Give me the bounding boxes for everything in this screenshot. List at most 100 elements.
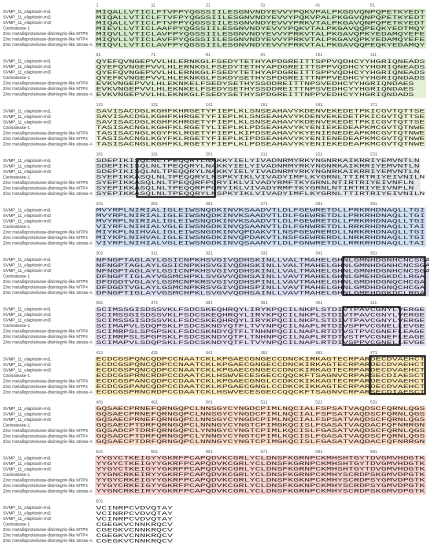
sequence-label: Zinc metalloproteinase-disintegrin-like … <box>3 489 93 494</box>
sequence: NFNGPTAGLAYLGSICNPKHSVGIVQDHSKINLLVALTMA… <box>96 263 429 269</box>
position-number: 301 <box>96 251 104 256</box>
position-number: 391 <box>261 300 269 305</box>
sequence-label: Zinc metalloproteinase-disintegrin-like … <box>3 235 88 240</box>
position-number: 511 <box>261 399 268 404</box>
sequence: SAVISACDGLKGHFKHRGETYFIEPLKLSNSEAHAVYKDE… <box>96 109 425 115</box>
sequence-label: Zinc metalloproteinase-disintegrin-like … <box>3 31 88 36</box>
block-shade <box>95 108 426 148</box>
sequence: VCINRPCVDVQTAY <box>96 511 173 517</box>
sequence: SDEPIKISQLNLTPEQQRYLNAKKYIELYIVADNRMYRKY… <box>96 158 420 164</box>
sequence: CGEGKVCNNKRQCV <box>96 522 173 528</box>
motif-box <box>136 158 216 198</box>
sequence-label: Zinc metalloproteinase-disintegrin-like … <box>3 340 93 345</box>
sequence: SDEPIKISQLNLTPEQQRYLNAKKYIELYIVADNRMYRKY… <box>96 169 420 175</box>
sequence: QYEFQVNGEPVVLHLERNKGLFSEDYTETHYAPDGREITT… <box>96 64 425 70</box>
sequence: SAVISACDGLKGHFKHRGETYFIEPLKLSNSEAHAVYKDE… <box>96 114 425 120</box>
sequence: SCIMSSGISDSSVKLFSDCSKEQHRQYLIRYKPQCILNKP… <box>96 318 425 324</box>
sequence: MIQALLVTICLFTVFPYQGSSIILESGNVNDYEVVYPQKV… <box>96 9 425 15</box>
sequence-label: SVMP_11_elapitoxin-mi2 <box>3 263 52 268</box>
block-shade <box>95 9 426 49</box>
position-number: 261 <box>206 201 214 206</box>
position-number: 401 <box>315 300 323 305</box>
position-number: 571 <box>261 449 269 454</box>
block-shade <box>95 356 426 396</box>
sequence: CGEGKVCNNKRQCV <box>96 533 173 539</box>
position-number: 161 <box>315 102 323 107</box>
sequence-label: SVMP_11_elapitoxin-mi1 <box>3 307 52 312</box>
sequence: SYEPIKKASQLNLTPEQQRFPQRYIKLVIVADYRMFTKYG… <box>96 180 414 186</box>
position-number: 471 <box>370 350 378 355</box>
sequence-label: SVMP_11_elapitoxin-mi2 <box>3 362 52 367</box>
sequence: YYGYCTKEIGYYGKRFPCAPQDVKCGRLYCLDNSFKGRNP… <box>96 461 425 467</box>
sequence-label: Carinatease-1 <box>3 522 31 527</box>
sequence-label: Zinc metalloproteinase-disintegrin-like … <box>3 285 88 290</box>
sequence: ECDCGSPQNCQDPCCNAATCKLKPGAECGNGECCDNCKIR… <box>96 368 425 374</box>
block-shade <box>95 405 426 446</box>
sequence-label: Carinatease-1 <box>3 125 31 130</box>
sequence-label: SVMP_11_elapitoxin-mi2 <box>3 461 52 466</box>
sequence-label: SVMP_11_elapitoxin-mi2 <box>3 511 52 516</box>
sequence-label: SVMP_11_elapitoxin-mi3 <box>3 169 52 174</box>
position-number: 581 <box>315 449 323 454</box>
sequence-label: Zinc metalloproteinase-disintegrin-like … <box>3 384 88 389</box>
position-number: 601 <box>96 499 104 504</box>
sequence-label: SVMP_11_elapitoxin-mi3 <box>3 417 52 422</box>
sequence: MIQVLLVTICLAVFPYQGSSIILESGNVNDYEVVYPRKVT… <box>96 42 425 48</box>
sequence: SAVISACDGLKGHFKHRGETYFIEPLKLSNSEAHAVYKDE… <box>96 120 425 126</box>
sequence: EVKVNGEPVVLHLEKNKGLFSEDYSETHYSPDGREITTNP… <box>96 92 414 98</box>
sequence: EVKVNGEPVVLHLEKNKELFSEDYSETHYSSDDREITTNP… <box>96 86 414 92</box>
sequence-label: SVMP_11_elapitoxin-mi1 <box>3 356 52 361</box>
sequence-label: Zinc metalloproteinase-disintegrin-like … <box>3 37 88 42</box>
position-number: 241 <box>96 201 104 206</box>
motif-box <box>342 256 426 296</box>
position-number: 171 <box>370 102 378 107</box>
sequence-label: SVMP_11_elapitoxin-mi2 <box>3 411 52 416</box>
sequence-label: Zinc metalloproteinase-disintegrin-like … <box>3 290 93 295</box>
sequence-label: Zinc metalloproteinase-disintegrin-like … <box>3 141 93 146</box>
position-number: 121 <box>96 102 104 107</box>
backgrounds <box>95 9 429 545</box>
sequence: MIEVLLVTICLAAFPYQGSSIILESGNVNDYEVVYPQKVT… <box>96 26 425 32</box>
sequence-label: Zinc metalloproteinase-disintegrin-like … <box>3 230 88 235</box>
position-number: 1 <box>96 3 99 8</box>
sequence: MVYRPLNIRIALIGLEIWSNQDKINVKSAADVTLDLFGEW… <box>96 208 425 214</box>
position-number: 561 <box>206 449 214 454</box>
sequence: ECDCGSPANCQDPCCDAATCKLKPGAECGNGLCCDKCKIK… <box>96 384 425 390</box>
sequence-label: Zinc metalloproteinase-disintegrin-like … <box>3 136 88 141</box>
position-number: 141 <box>206 102 214 107</box>
block-shade <box>95 157 421 198</box>
block-shade <box>95 306 426 347</box>
position-number: 21 <box>206 3 211 8</box>
sequence-label: SVMP_11_elapitoxin-mi3 <box>3 268 52 273</box>
sequence: DFNGPTIGLAYVGSMCHPKLSVGVVQDHSAINLLVAVTMA… <box>96 290 425 296</box>
position-number: 381 <box>206 300 214 305</box>
position-number: 481 <box>96 399 104 404</box>
sequence-label: Carinatease-1 <box>3 472 31 477</box>
sequence: TASISACNGLKGYFKLRGETYFIEPLKIPDSEAHAVYKYE… <box>96 131 425 137</box>
sequence-label: Zinc metalloproteinase-disintegrin-like … <box>3 42 93 47</box>
sequence: CGEGKVCNNKRQCV <box>96 538 173 544</box>
sequence-label: SVMP_11_elapitoxin-mi1 <box>3 158 52 163</box>
position-number: 91 <box>261 52 266 57</box>
sequence: VIYRFLNIHIALVGLEIWSNGDKINVQSAANVTLDLFGNW… <box>96 224 425 230</box>
sequence: VIYRFLNIHIALVGLEIWSNGDKINVQSAANVTLDLFGNW… <box>96 241 425 247</box>
position-number: 371 <box>151 300 159 305</box>
position-number: 491 <box>151 399 159 404</box>
sequence: GQSAECPTDRFQRNGQPCLNNNGYCYNGTCPIMGKQCISL… <box>96 423 425 429</box>
sequence-label: SVMP_11_elapitoxin-mi1 <box>3 208 52 213</box>
sequence-label: Zinc metalloproteinase-disintegrin-like … <box>3 185 88 190</box>
sequence-label: Zinc metalloproteinase-disintegrin-like … <box>3 130 88 135</box>
sequence: YYGNCRKEIRYYGKRFPCAPQDVKCGRLYCLDNSFKGRNP… <box>96 472 425 478</box>
block-shade <box>95 257 429 297</box>
sequence-label: SVMP_11_elapitoxin-mi3 <box>3 219 52 224</box>
position-number: 411 <box>370 300 377 305</box>
sequence: MIYKPLNIHVALIGLEIWSNGDKINVQPDAKVTLNSFGEW… <box>96 230 425 236</box>
sequence-label: SVMP_11_elapitoxin-mi3 <box>3 119 52 124</box>
sequence-label: Zinc metalloproteinase-disintegrin-like … <box>3 86 88 91</box>
sequence-label: Zinc metalloproteinase-disintegrin-like … <box>3 191 93 196</box>
sequence: ECDCGSPRNCRDPCCDAATCKLHSWVECESGECCQQCKFT… <box>96 390 425 396</box>
position-number: 531 <box>370 399 378 404</box>
position-number: 521 <box>315 399 323 404</box>
sequence: DFDGDTVGLAYLGSMCNPKRSVGIVQDHSPINLLVAVTMA… <box>96 285 425 291</box>
sequence-label: Zinc metalloproteinase-disintegrin-like … <box>3 92 93 97</box>
